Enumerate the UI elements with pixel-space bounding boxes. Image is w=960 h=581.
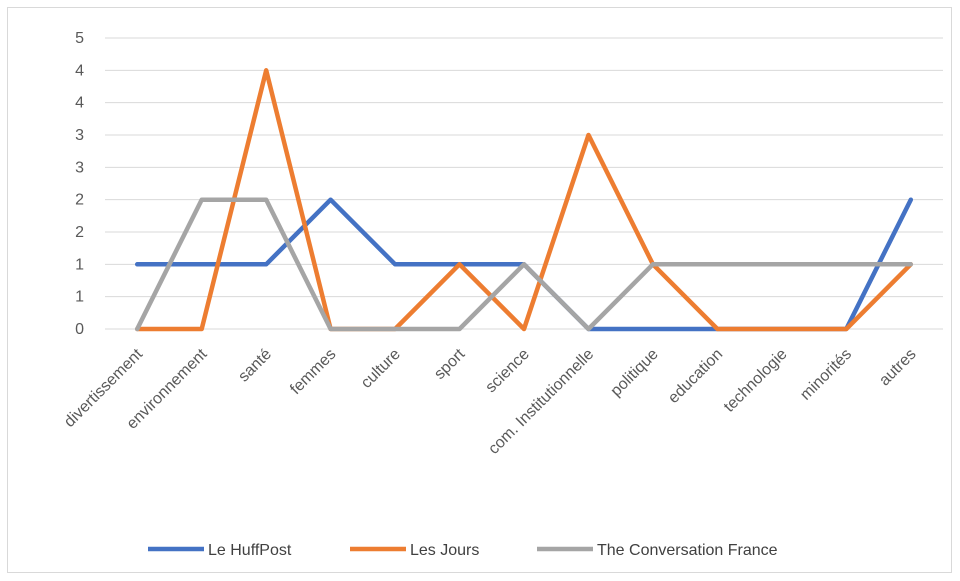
y-axis-tick-labels: 0 1 1 2 2 3 3 4 4 5 bbox=[75, 30, 84, 338]
y-tick-label: 0 bbox=[75, 321, 84, 338]
y-tick-label: 3 bbox=[75, 159, 84, 176]
series-line-1 bbox=[134, 68, 914, 332]
legend: Le HuffPost Les Jours The Conversation Fra… bbox=[148, 542, 778, 559]
x-tick-label: minorités bbox=[797, 346, 855, 404]
gridlines bbox=[105, 37, 943, 330]
x-tick-label: science bbox=[482, 346, 532, 396]
legend-label: Le HuffPost bbox=[208, 542, 292, 559]
x-tick-label: sport bbox=[431, 345, 469, 383]
x-tick-label: culture bbox=[358, 346, 404, 392]
x-tick-label: autres bbox=[876, 346, 919, 389]
y-tick-label: 4 bbox=[75, 62, 84, 79]
y-tick-label: 5 bbox=[75, 30, 84, 47]
series-line-2 bbox=[134, 197, 914, 332]
series-lines bbox=[134, 68, 914, 332]
x-tick-label: femmes bbox=[287, 346, 339, 398]
y-tick-label: 3 bbox=[75, 127, 84, 144]
y-tick-label: 1 bbox=[75, 289, 84, 306]
x-tick-label: education bbox=[665, 346, 726, 407]
x-tick-label: politique bbox=[608, 346, 662, 400]
y-tick-label: 2 bbox=[75, 192, 84, 209]
legend-label: The Conversation France bbox=[597, 542, 778, 559]
y-tick-label: 4 bbox=[75, 95, 84, 112]
x-tick-label: santé bbox=[235, 346, 275, 386]
legend-label: Les Jours bbox=[410, 542, 479, 559]
x-tick-label: technologie bbox=[721, 346, 791, 416]
y-tick-label: 1 bbox=[75, 256, 84, 273]
y-tick-label: 2 bbox=[75, 224, 84, 241]
x-tick-label: com. Institutionnelle bbox=[485, 346, 597, 458]
chart-frame bbox=[7, 7, 952, 573]
